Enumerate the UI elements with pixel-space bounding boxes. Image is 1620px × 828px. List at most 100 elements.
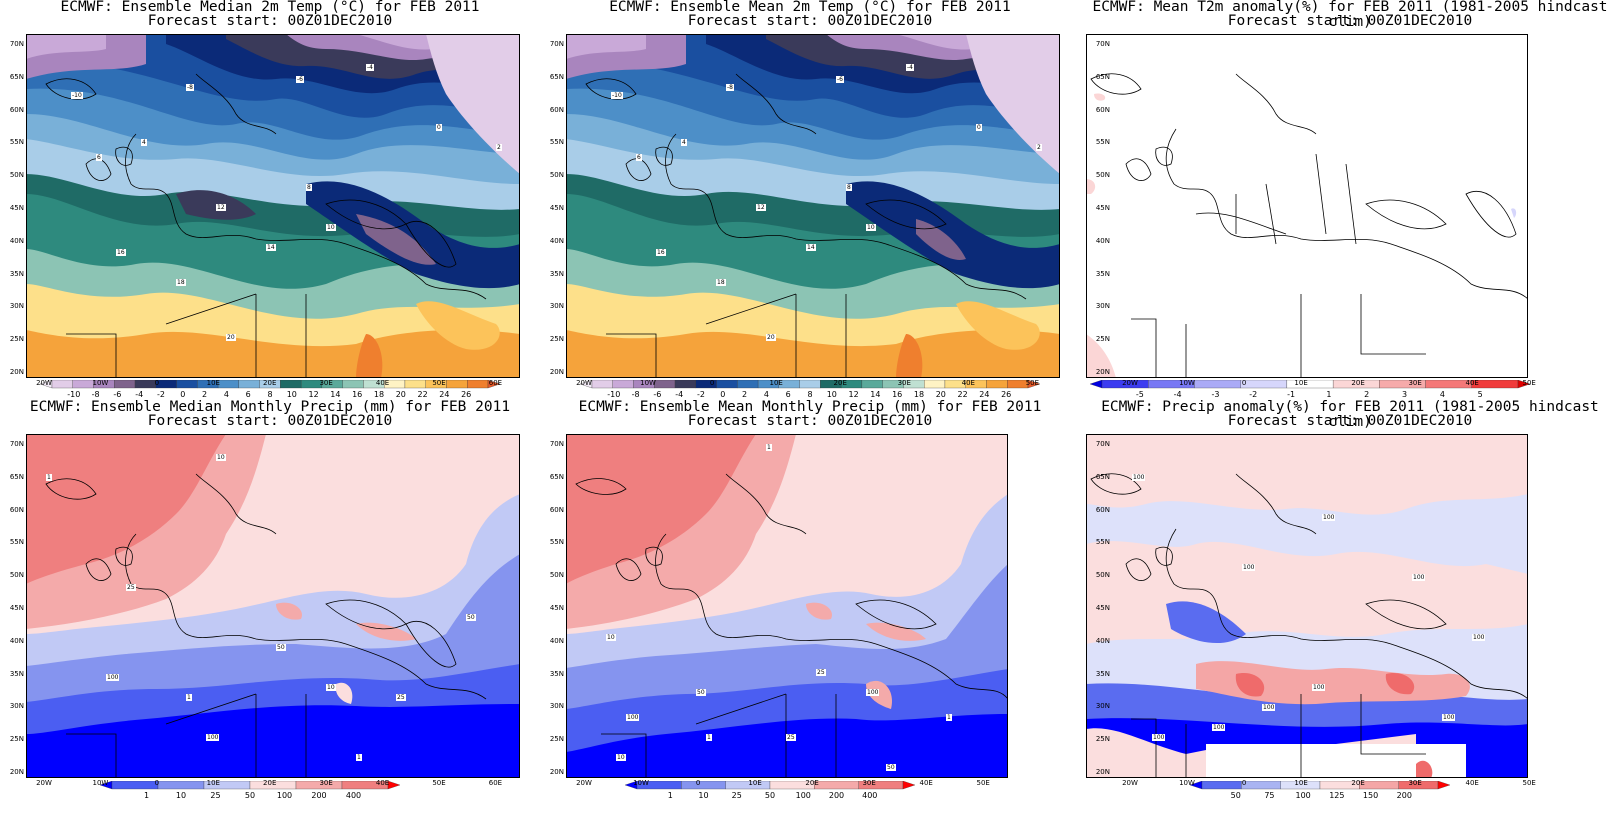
y-tick-label: 45N <box>9 204 24 212</box>
y-tick-label: 40N <box>549 236 564 245</box>
panel-precip-anomaly: ECMWF: Precip anomaly(%) for FEB 2011 (1… <box>1080 400 1620 814</box>
x-tick-label: 20E <box>263 379 277 387</box>
colorbar-labels: -10 -8 -6 -4 -2 0 2 4 6 8 10 12 14 16 18 20 22 24 26 <box>607 390 1011 399</box>
y-tick-label: 50N <box>549 571 564 580</box>
y-tick-label: 50N <box>549 171 564 180</box>
y-tick-label: 35N <box>1095 669 1110 678</box>
contour-label: 18 <box>716 279 726 286</box>
colorbar-swatches <box>1090 380 1530 389</box>
contour-label: 100 <box>1442 714 1456 721</box>
panel-median-precip: ECMWF: Ensemble Median Monthly Precip (m… <box>0 400 540 814</box>
colorbar-labels: 1 10 25 50 100 200 400 <box>668 791 878 800</box>
x-tick-label: 30E <box>319 779 333 787</box>
colorbar-labels: -5 -4 -3 -2 -1 1 2 3 4 5 <box>1136 390 1483 399</box>
colorbar-label: -4 <box>135 390 143 399</box>
contour-label: 50 <box>696 689 706 696</box>
colorbar: 50 75 100 125 150 200 <box>1190 781 1450 800</box>
panel-title: ECMWF: Ensemble Mean 2m Temp (°C) for FE… <box>609 0 1011 15</box>
contour-label: 25 <box>786 734 796 741</box>
colorbar: -10 -8 -6 -4 -2 0 2 4 6 8 10 12 14 16 18 20 22 24 26 <box>40 380 500 399</box>
precip-map <box>566 434 1008 778</box>
x-tick-label: 50E <box>432 779 446 787</box>
colorbar-label: 16 <box>352 390 362 399</box>
y-tick-label: 45N <box>1095 204 1110 212</box>
colorbar-swatch <box>674 380 696 389</box>
y-tick-label: 20N <box>1095 368 1110 376</box>
colorbar-label: 25 <box>732 791 742 800</box>
colorbar: -10 -8 -6 -4 -2 0 2 4 6 8 10 12 14 16 18 20 22 24 26 <box>580 380 1040 399</box>
contour-label: 100 <box>1312 684 1326 691</box>
y-tick-label: 30N <box>9 302 24 311</box>
x-tick-label: 10W <box>92 779 109 787</box>
contour-label: 25 <box>126 584 136 591</box>
contour-label: -8 <box>726 84 734 91</box>
contour-label: 10 <box>216 454 226 461</box>
panel-subtitle: Forecast start: 00Z01DEC2010 <box>687 413 933 429</box>
y-tick-label: 70N <box>9 440 24 448</box>
y-tick-label: 65N <box>9 72 24 81</box>
panel-subtitle: Forecast start: 00Z01DEC2010 <box>1227 13 1473 29</box>
panel-subtitle: Forecast start: 00Z01DEC2010 <box>687 13 933 29</box>
y-tick-label: 65N <box>9 472 24 481</box>
temperature-map <box>26 34 520 378</box>
contour-label: 100 <box>1412 574 1426 581</box>
y-tick-label: 70N <box>1095 440 1110 448</box>
y-tick-label: 25N <box>9 735 24 744</box>
colorbar-label: 20 <box>936 390 946 399</box>
colorbar-labels: 50 75 100 125 150 200 <box>1231 791 1412 800</box>
colorbar-label: -2 <box>697 390 705 399</box>
contour-label: 1 <box>766 444 772 451</box>
colorbar-swatch <box>387 781 400 790</box>
colorbar-label: 100 <box>1296 791 1311 800</box>
x-tick-label: 40E <box>1465 379 1479 387</box>
colorbar-swatches <box>1190 781 1450 790</box>
colorbar-label: 4 <box>764 390 769 399</box>
colorbar-label: 1 <box>668 791 673 800</box>
panel-title: ECMWF: Mean T2m anomaly(%) for FEB 2011 … <box>1092 0 1608 30</box>
contour-label: 1 <box>356 754 362 761</box>
y-tick-label: 40N <box>1095 236 1110 245</box>
x-tick-label: 40E <box>1465 779 1479 787</box>
x-tick-label: 20E <box>1351 779 1365 787</box>
colorbar-swatch <box>591 380 613 389</box>
x-tick-label: 10W <box>1179 379 1195 387</box>
y-tick-label: 30N <box>549 302 564 311</box>
contour-label: 10 <box>866 224 876 231</box>
colorbar-label: 4 <box>1440 390 1445 399</box>
x-tick-label: 30E <box>1408 779 1422 787</box>
colorbar-swatch <box>114 380 136 389</box>
colorbar-label: 26 <box>1001 390 1011 399</box>
colorbar-label: 12 <box>309 390 319 399</box>
colorbar-label: 10 <box>827 390 837 399</box>
contour-label: 25 <box>816 669 826 676</box>
y-tick-label: 50N <box>1095 171 1110 180</box>
colorbar-swatch <box>612 380 634 389</box>
y-tick-label: 25N <box>1095 735 1110 744</box>
y-tick-label: 55N <box>549 138 564 147</box>
panel-median-temp: ECMWF: Ensemble Median 2m Temp (°C) for … <box>0 0 540 414</box>
y-tick-label: 35N <box>1095 269 1110 278</box>
x-tick-label: 50E <box>1522 379 1536 387</box>
colorbar-label: 14 <box>330 390 340 399</box>
x-tick-label: 0 <box>1241 379 1247 387</box>
panel-title: ECMWF: Ensemble Median 2m Temp (°C) for … <box>60 0 480 15</box>
contour-label: 6 <box>636 154 642 161</box>
colorbar-swatch <box>446 380 468 389</box>
colorbar-label: 0 <box>720 390 725 399</box>
colorbar-label: -2 <box>157 390 165 399</box>
colorbar-label: 6 <box>786 390 791 399</box>
colorbar-swatch <box>1437 781 1450 790</box>
contour-label: 100 <box>206 734 220 741</box>
x-tick-label: 40E <box>375 779 390 787</box>
colorbar-labels: -10 -8 -6 -4 -2 0 2 4 6 8 10 12 14 16 18 20 22 24 26 <box>67 390 471 399</box>
contour-label: 6 <box>96 154 102 161</box>
colorbar-swatch <box>902 781 915 790</box>
contour-label: 2 <box>496 144 502 151</box>
y-tick-label: 50N <box>9 171 24 180</box>
colorbar-label: 1 <box>144 791 149 800</box>
contour-label: 8 <box>846 184 852 191</box>
x-tick-label: 10E <box>206 379 220 387</box>
colorbar-label: 125 <box>1329 791 1344 800</box>
contour-label: -6 <box>836 76 844 83</box>
colorbar-label: 2 <box>1364 390 1369 399</box>
